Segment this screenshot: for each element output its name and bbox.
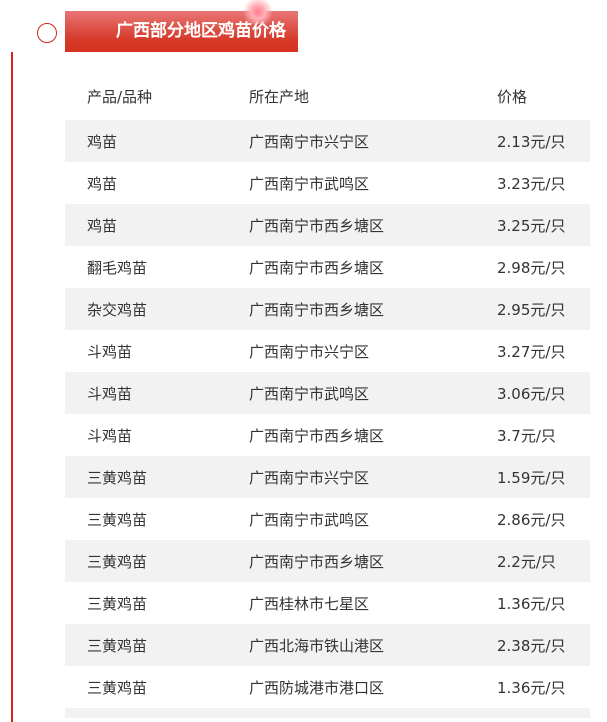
cell-origin: 广西南宁市兴宁区 xyxy=(249,342,370,361)
table-row: 斗鸡苗 广西南宁市武鸣区 3.06元/只 xyxy=(65,372,590,414)
cell-price: 2.86元/只 xyxy=(497,510,566,529)
cell-price: 2.38元/只 xyxy=(497,636,566,655)
cell-product: 三黄鸡苗 xyxy=(87,468,148,487)
table-row: 斗鸡苗 广西南宁市西乡塘区 3.7元/只 xyxy=(65,414,590,456)
cell-price: 3.27元/只 xyxy=(497,342,566,361)
table-row: 翻毛鸡苗 广西南宁市西乡塘区 2.98元/只 xyxy=(65,246,590,288)
cell-origin: 广西南宁市西乡塘区 xyxy=(249,216,385,235)
cell-product: 斗鸡苗 xyxy=(87,384,133,403)
timeline-circle-icon xyxy=(37,23,57,43)
table-row: 三黄鸡苗 广西南宁市武鸣区 2.86元/只 xyxy=(65,498,590,540)
cell-price: 2.98元/只 xyxy=(497,258,566,277)
cell-price: 1.59元/只 xyxy=(497,468,566,487)
cell-origin: 广西南宁市兴宁区 xyxy=(249,468,370,487)
cell-price: 3.23元/只 xyxy=(497,174,566,193)
table-row: 鸡苗 广西南宁市兴宁区 2.13元/只 xyxy=(65,120,590,162)
cell-product: 斗鸡苗 xyxy=(87,426,133,445)
cell-product: 三黄鸡苗 xyxy=(87,594,148,613)
price-table: 产品/品种 所在产地 价格 鸡苗 广西南宁市兴宁区 2.13元/只 鸡苗 广西南宁市武鸣… xyxy=(65,73,590,718)
cell-origin: 广西南宁市西乡塘区 xyxy=(249,552,385,571)
cell-product: 三黄鸡苗 xyxy=(87,636,148,655)
cell-price: 3.25元/只 xyxy=(497,216,566,235)
table-row: 三黄鸡苗 广西南宁市西乡塘区 2.2元/只 xyxy=(65,540,590,582)
cell-product: 杂交鸡苗 xyxy=(87,300,148,319)
cell-origin: 广西南宁市西乡塘区 xyxy=(249,300,385,319)
cell-origin: 广西南宁市武鸣区 xyxy=(249,510,370,529)
cell-origin: 广西南宁市西乡塘区 xyxy=(249,258,385,277)
cell-price: 3.7元/只 xyxy=(497,426,556,445)
cell-price: 2.2元/只 xyxy=(497,552,556,571)
cell-price: 3.06元/只 xyxy=(497,384,566,403)
table-row: 三黄鸡苗 广西防城港市港口区 1.36元/只 xyxy=(65,666,590,708)
firework-decoration-icon xyxy=(238,0,278,24)
table-header: 产品/品种 所在产地 价格 xyxy=(65,73,590,120)
cell-origin: 广西桂林市七星区 xyxy=(249,594,370,613)
table-row: 三黄鸡苗 广西南宁市兴宁区 1.59元/只 xyxy=(65,456,590,498)
cell-price: 2.95元/只 xyxy=(497,300,566,319)
header-origin: 所在产地 xyxy=(249,88,310,106)
cell-product: 鸡苗 xyxy=(87,216,118,235)
table-row: 杂交鸡苗 广西南宁市西乡塘区 2.95元/只 xyxy=(65,288,590,330)
cell-origin: 广西北海市铁山港区 xyxy=(249,636,385,655)
cell-origin: 广西南宁市武鸣区 xyxy=(249,174,370,193)
cell-product: 翻毛鸡苗 xyxy=(87,258,148,277)
cell-product: 三黄鸡苗 xyxy=(87,510,148,529)
table-row: 鸡苗 广西南宁市武鸣区 3.23元/只 xyxy=(65,162,590,204)
table-row: 斗鸡苗 广西南宁市兴宁区 3.27元/只 xyxy=(65,330,590,372)
cell-price: 1.36元/只 xyxy=(497,678,566,697)
header-price: 价格 xyxy=(497,88,528,106)
cell-product: 三黄鸡苗 xyxy=(87,552,148,571)
table-row: 鸡苗 广西南宁市西乡塘区 3.25元/只 xyxy=(65,204,590,246)
cell-product: 斗鸡苗 xyxy=(87,342,133,361)
table-row: 三黄鸡苗 广西桂林市七星区 1.36元/只 xyxy=(65,582,590,624)
cell-price: 2.13元/只 xyxy=(497,132,566,151)
table-row: 三黄鸡苗 广西北海市铁山港区 2.38元/只 xyxy=(65,624,590,666)
cell-origin: 广西南宁市武鸣区 xyxy=(249,384,370,403)
cell-origin: 广西南宁市西乡塘区 xyxy=(249,426,385,445)
cell-origin: 广西南宁市兴宁区 xyxy=(249,132,370,151)
timeline-line xyxy=(11,52,13,722)
cell-origin: 广西防城港市港口区 xyxy=(249,678,385,697)
table-row-partial xyxy=(65,708,590,718)
cell-product: 鸡苗 xyxy=(87,132,118,151)
cell-product: 鸡苗 xyxy=(87,174,118,193)
cell-product: 三黄鸡苗 xyxy=(87,678,148,697)
cell-price: 1.36元/只 xyxy=(497,594,566,613)
header-product: 产品/品种 xyxy=(87,88,153,106)
